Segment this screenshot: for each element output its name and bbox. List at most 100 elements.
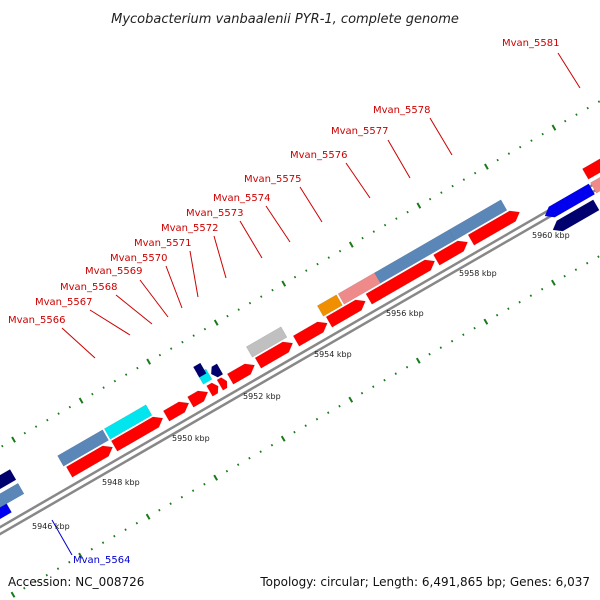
- tick-upper: [46, 418, 49, 422]
- gene-label-mvan-5575[interactable]: Mvan_5575: [244, 174, 301, 185]
- gene-label-mvan-5569[interactable]: Mvan_5569: [85, 266, 142, 277]
- tick-lower: [574, 268, 578, 271]
- tick-lower: [113, 534, 116, 538]
- tick-upper: [597, 100, 600, 103]
- label-leader-lines: [51, 52, 581, 556]
- tick-upper: [1, 444, 4, 448]
- gene-label-mvan-5577[interactable]: Mvan_5577: [331, 126, 388, 137]
- gene-gray-1[interactable]: [245, 326, 288, 358]
- tick-upper: [496, 158, 499, 162]
- gene-label-mvan-5568[interactable]: Mvan_5568: [60, 282, 117, 293]
- tick-lower: [45, 573, 48, 577]
- gene-fwd-3[interactable]: [162, 401, 190, 422]
- gene-fwd-11[interactable]: [365, 259, 436, 305]
- gene-fwd-9[interactable]: [292, 321, 328, 347]
- tick-upper: [395, 217, 398, 220]
- gene-orange-1[interactable]: [316, 294, 343, 317]
- gene-navy-2[interactable]: [210, 363, 224, 378]
- leader-line-3: [387, 139, 411, 179]
- gene-fwd-1[interactable]: [65, 445, 113, 478]
- tick-upper: [68, 405, 72, 409]
- gene-fwd-13[interactable]: [467, 210, 520, 246]
- tick-upper: [34, 425, 38, 428]
- tick-lower: [169, 502, 172, 505]
- tick-lower: [34, 580, 37, 583]
- tick-lower: [585, 261, 589, 265]
- leader-line-10: [165, 265, 183, 309]
- gene-navy-3[interactable]: [192, 362, 207, 378]
- gene-steel-2[interactable]: [57, 429, 109, 467]
- kbp-label-5954: 5954 kbp: [314, 350, 352, 359]
- leader-line-4: [345, 162, 371, 199]
- gene-fwd-5[interactable]: [206, 382, 219, 397]
- gene-fwd-10[interactable]: [325, 299, 366, 328]
- tick-upper: [203, 327, 207, 331]
- gene-label-mvan-5581[interactable]: Mvan_5581: [502, 38, 559, 49]
- tick-lower: [259, 450, 262, 453]
- tick-upper: [237, 308, 240, 311]
- tick-upper: [124, 373, 128, 376]
- gene-label-mvan-5573[interactable]: Mvan_5573: [186, 208, 243, 219]
- gene-label-mvan-5566[interactable]: Mvan_5566: [8, 315, 65, 326]
- tick-lower: [518, 300, 521, 304]
- kbp-label-5948: 5948 kbp: [102, 478, 140, 487]
- tick-upper: [260, 295, 263, 298]
- gene-label-mvan-5564[interactable]: Mvan_5564: [73, 555, 130, 566]
- tick-upper: [372, 230, 376, 233]
- gene-labels[interactable]: Mvan_5581 Mvan_5578 Mvan_5577 Mvan_5576 …: [8, 38, 559, 566]
- tick-lower: [90, 547, 94, 551]
- tick-lower: [293, 430, 296, 434]
- tick-upper: [57, 412, 60, 415]
- gene-label-mvan-5571[interactable]: Mvan_5571: [134, 238, 191, 249]
- tick-lower: [225, 469, 229, 473]
- gene-fwd-12[interactable]: [433, 240, 468, 266]
- tick-upper: [248, 301, 252, 305]
- tick-lower: [507, 307, 510, 310]
- gene-label-mvan-5567[interactable]: Mvan_5567: [35, 297, 92, 308]
- gene-label-mvan-5572[interactable]: Mvan_5572: [161, 223, 218, 234]
- gene-fwd-8[interactable]: [254, 341, 294, 369]
- tick-upper: [428, 197, 432, 201]
- tick-upper: [484, 163, 489, 170]
- gene-fwd-7[interactable]: [226, 363, 255, 385]
- tick-lower: [439, 346, 443, 349]
- tick-lower: [191, 489, 195, 492]
- gene-label-mvan-5576[interactable]: Mvan_5576: [290, 150, 347, 161]
- gene-fwd-4[interactable]: [187, 390, 209, 408]
- tick-lower: [280, 435, 286, 442]
- gene-navy-4[interactable]: [552, 199, 600, 232]
- gene-label-mvan-5574[interactable]: Mvan_5574: [213, 193, 270, 204]
- kbp-scale-labels: 5946 kbp 5948 kbp 5950 kbp 5952 kbp 5954…: [32, 231, 570, 531]
- gene-fwd-2[interactable]: [110, 416, 164, 452]
- gene-label-mvan-5570[interactable]: Mvan_5570: [110, 253, 167, 264]
- tick-lower: [405, 365, 409, 369]
- gene-rev-2[interactable]: [544, 183, 596, 218]
- tick-upper: [575, 113, 578, 116]
- tick-lower: [304, 424, 307, 427]
- tick-lower: [203, 482, 206, 486]
- tick-upper: [23, 431, 27, 435]
- tick-upper: [338, 249, 342, 253]
- leader-line-8: [213, 235, 227, 279]
- kbp-label-5956: 5956 kbp: [386, 309, 424, 318]
- tick-upper: [462, 178, 466, 181]
- gene-steel-4[interactable]: [448, 199, 508, 241]
- gene-fwd-14[interactable]: [582, 141, 600, 180]
- tick-upper: [586, 106, 589, 110]
- gene-fwd-6[interactable]: [216, 377, 228, 391]
- gene-pink-2[interactable]: [590, 151, 600, 194]
- gene-cyan-1[interactable]: [103, 404, 153, 440]
- gene-features[interactable]: [0, 141, 600, 533]
- gene-navy-1[interactable]: [0, 469, 17, 510]
- leader-line-7: [239, 220, 263, 259]
- tick-lower: [563, 274, 566, 278]
- tick-lower: [248, 456, 251, 460]
- tick-lower: [495, 313, 499, 317]
- tick-upper: [226, 314, 229, 318]
- tick-upper: [169, 347, 173, 350]
- gene-rev-1[interactable]: [0, 501, 12, 533]
- tick-marks: [1, 100, 600, 598]
- gene-steel-1[interactable]: [0, 482, 25, 528]
- gene-label-mvan-5578[interactable]: Mvan_5578: [373, 105, 430, 116]
